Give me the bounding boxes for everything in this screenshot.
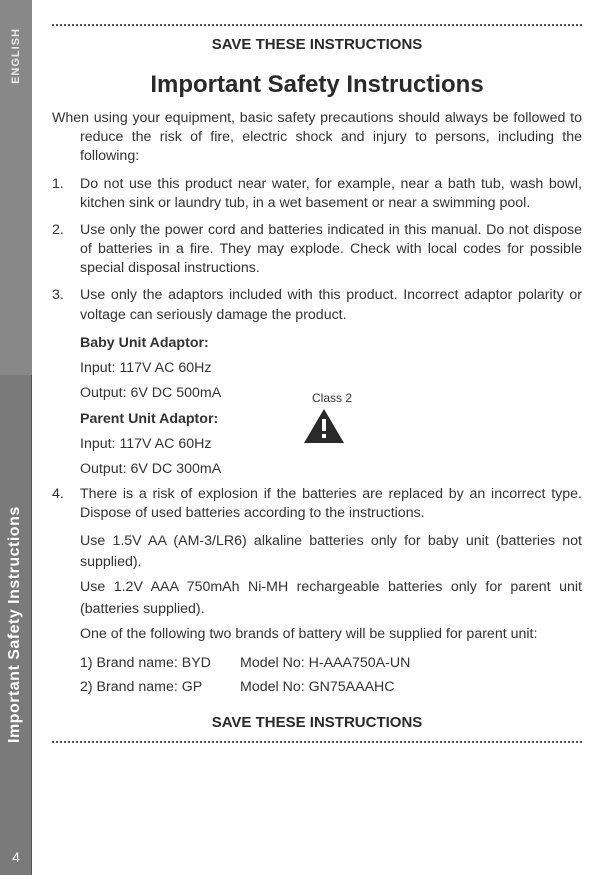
- baby-adaptor-heading: Baby Unit Adaptor:: [52, 333, 582, 354]
- instruction-item: Do not use this product near water, for …: [52, 175, 582, 213]
- brand-label: 2) Brand name: GP: [80, 675, 240, 699]
- bottom-rule: [52, 741, 582, 743]
- instruction-list-cont: There is a risk of explosion if the batt…: [52, 485, 582, 523]
- brand-model: Model No: GN75AAAHC: [240, 675, 395, 699]
- brand-row: 2) Brand name: GP Model No: GN75AAAHC: [80, 675, 582, 699]
- page-title: Important Safety Instructions: [52, 71, 582, 99]
- language-tab: ENGLISH: [10, 28, 22, 84]
- instruction-item: There is a risk of explosion if the batt…: [52, 485, 582, 523]
- instruction-list: Do not use this product near water, for …: [52, 175, 582, 325]
- manual-page: ENGLISH Important Safety Instructions 4 …: [0, 0, 610, 875]
- baby-battery-note: Use 1.5V AA (AM-3/LR6) alkaline batterie…: [52, 531, 582, 574]
- brand-model: Model No: H-AAA750A-UN: [240, 651, 410, 675]
- intro-text: When using your equipment, basic safety …: [52, 109, 582, 167]
- warning-badge: Class 2: [302, 391, 352, 407]
- baby-adaptor-input: Input: 117V AC 60Hz: [52, 358, 582, 379]
- parent-adaptor-output: Output: 6V DC 300mA: [52, 459, 582, 480]
- brand-label: 1) Brand name: BYD: [80, 651, 240, 675]
- class-label: Class 2: [312, 391, 352, 407]
- instruction-item: Use only the adaptors included with this…: [52, 286, 582, 324]
- save-banner-bottom: SAVE THESE INSTRUCTIONS: [52, 714, 582, 731]
- parent-battery-note: Use 1.2V AAA 750mAh Ni-MH rechargeable b…: [52, 577, 582, 620]
- brand-row: 1) Brand name: BYD Model No: H-AAA750A-U…: [80, 651, 582, 675]
- brands-intro: One of the following two brands of batte…: [52, 624, 582, 645]
- content-area: SAVE THESE INSTRUCTIONS Important Safety…: [32, 0, 610, 875]
- adaptor-specs: Baby Unit Adaptor: Input: 117V AC 60Hz O…: [52, 333, 582, 481]
- instruction-item: Use only the power cord and batteries in…: [52, 221, 582, 279]
- section-tab: Important Safety Instructions: [0, 375, 32, 875]
- page-number: 4: [0, 849, 32, 865]
- top-rule: [52, 24, 582, 26]
- spine-rail: ENGLISH Important Safety Instructions 4: [0, 0, 32, 875]
- save-banner-top: SAVE THESE INSTRUCTIONS: [52, 36, 582, 53]
- brand-table: 1) Brand name: BYD Model No: H-AAA750A-U…: [52, 651, 582, 699]
